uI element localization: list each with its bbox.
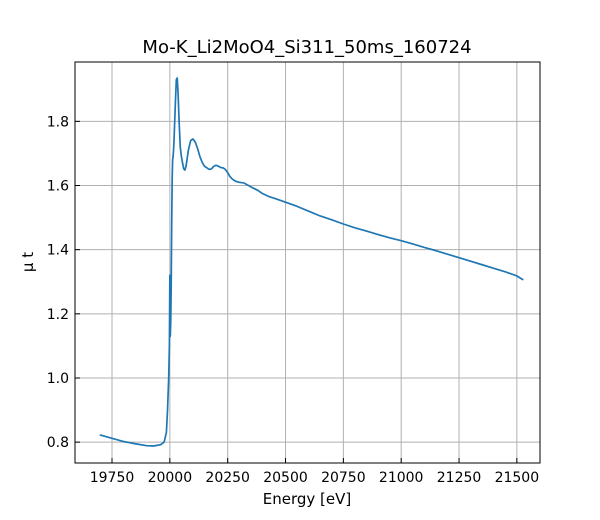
y-tick-label: 0.8 — [47, 435, 69, 451]
x-tick-label: 21250 — [437, 470, 482, 486]
y-axis-label: μ t — [19, 252, 37, 272]
series-layer — [99, 77, 524, 447]
x-tick-label: 21500 — [495, 470, 540, 486]
x-tick-label: 21000 — [379, 470, 424, 486]
x-tick-label: 20000 — [148, 470, 193, 486]
x-tick-label: 19750 — [90, 470, 135, 486]
y-tick-label: 1.6 — [47, 179, 69, 195]
y-tick-label: 1.0 — [47, 371, 69, 387]
x-tick-label: 20500 — [263, 470, 308, 486]
grid — [75, 62, 540, 463]
series-line-0 — [99, 77, 524, 447]
y-tick-label: 1.8 — [47, 114, 69, 130]
plot-frame — [74, 61, 541, 464]
x-tick-label: 20750 — [321, 470, 366, 486]
x-axis-label: Energy [eV] — [263, 490, 351, 508]
y-tick-label: 1.4 — [47, 243, 69, 259]
y-tick-label: 1.2 — [47, 307, 69, 323]
chart-title: Mo-K_Li2MoO4_Si311_50ms_160724 — [142, 37, 471, 58]
axis-ticks: 19750 20000 20250 20500 20750 21000 21250 21500… — [47, 114, 539, 486]
x-tick-label: 20250 — [205, 470, 250, 486]
